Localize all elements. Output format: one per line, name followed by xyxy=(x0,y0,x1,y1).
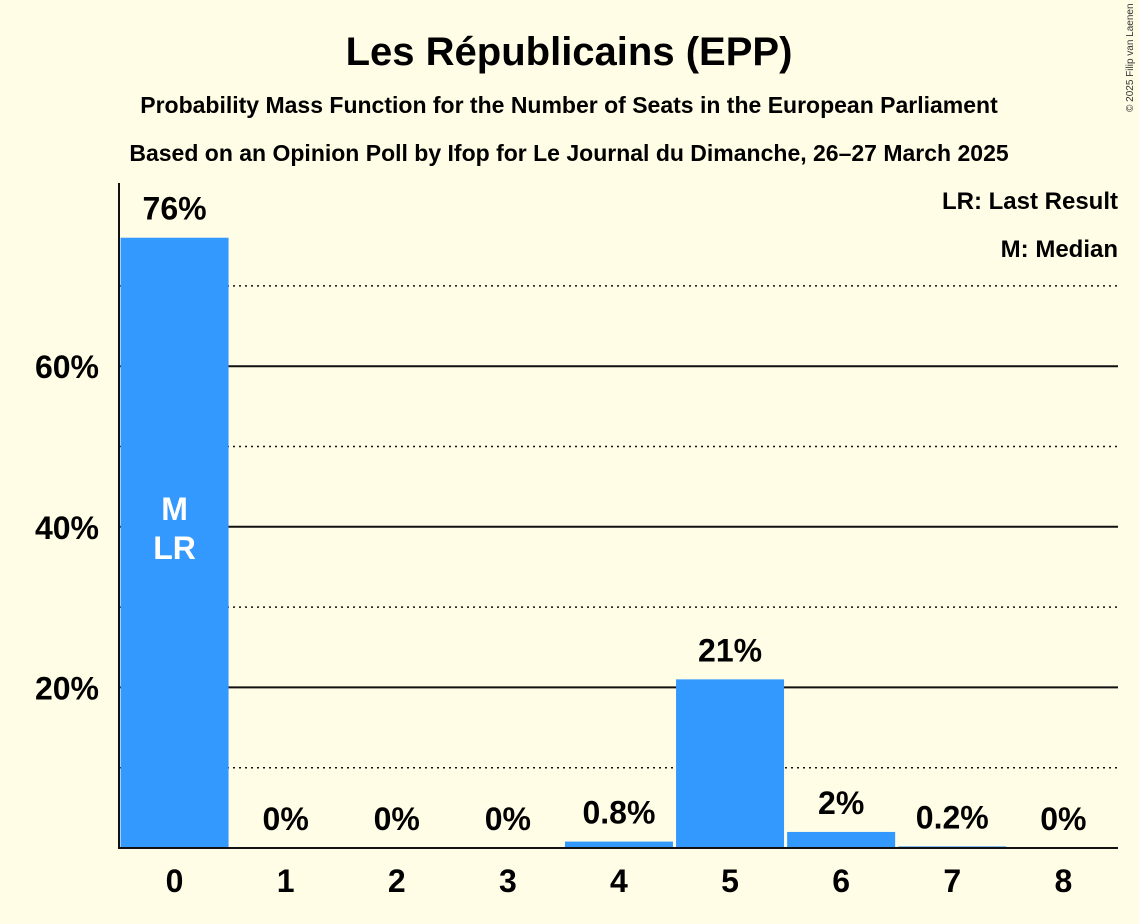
value-label: 0% xyxy=(1040,801,1086,837)
value-label: 0% xyxy=(374,801,420,837)
chart-subtitle-1: Probability Mass Function for the Number… xyxy=(140,92,998,118)
value-label: 0.8% xyxy=(582,795,655,831)
y-tick-label: 20% xyxy=(35,670,99,706)
gridlines xyxy=(119,285,1118,769)
x-tick-label: 2 xyxy=(388,863,406,899)
y-tick-label: 40% xyxy=(35,510,99,546)
chart-subtitle-2: Based on an Opinion Poll by Ifop for Le … xyxy=(129,140,1009,166)
last-result-marker: LR xyxy=(153,530,196,566)
value-label: 76% xyxy=(143,191,207,227)
copyright-notice: © 2025 Filip van Laenen xyxy=(1125,3,1136,112)
median-marker: M xyxy=(161,491,188,527)
x-tick-label: 8 xyxy=(1054,863,1072,899)
value-label: 0% xyxy=(485,801,531,837)
x-tick-label: 7 xyxy=(943,863,961,899)
value-label: 0.2% xyxy=(916,799,989,835)
chart-title: Les Républicains (EPP) xyxy=(346,30,793,74)
value-label: 21% xyxy=(698,632,762,668)
bar-6 xyxy=(787,831,896,848)
x-tick-label: 1 xyxy=(277,863,295,899)
value-label: 2% xyxy=(818,785,864,821)
data-labels: 76% 0% 0% 0% 0.8% 21% 2% 0.2% 0% MLR xyxy=(143,191,1087,837)
x-tick-label: 0 xyxy=(166,863,184,899)
x-tick-label: 4 xyxy=(610,863,628,899)
x-tick-label: 3 xyxy=(499,863,517,899)
bar-0 xyxy=(120,237,229,849)
x-tick-label: 5 xyxy=(721,863,739,899)
axes: 20% 40% 60% 0 1 2 3 4 5 6 7 8 xyxy=(35,183,1118,899)
legend-median: M: Median xyxy=(1001,236,1118,263)
bars xyxy=(120,237,1007,849)
y-tick-label: 60% xyxy=(35,349,99,385)
bar-5 xyxy=(676,679,785,848)
x-tick-label: 6 xyxy=(832,863,850,899)
legend-last-result: LR: Last Result xyxy=(942,188,1118,215)
value-label: 0% xyxy=(263,801,309,837)
bar-4 xyxy=(564,841,673,848)
